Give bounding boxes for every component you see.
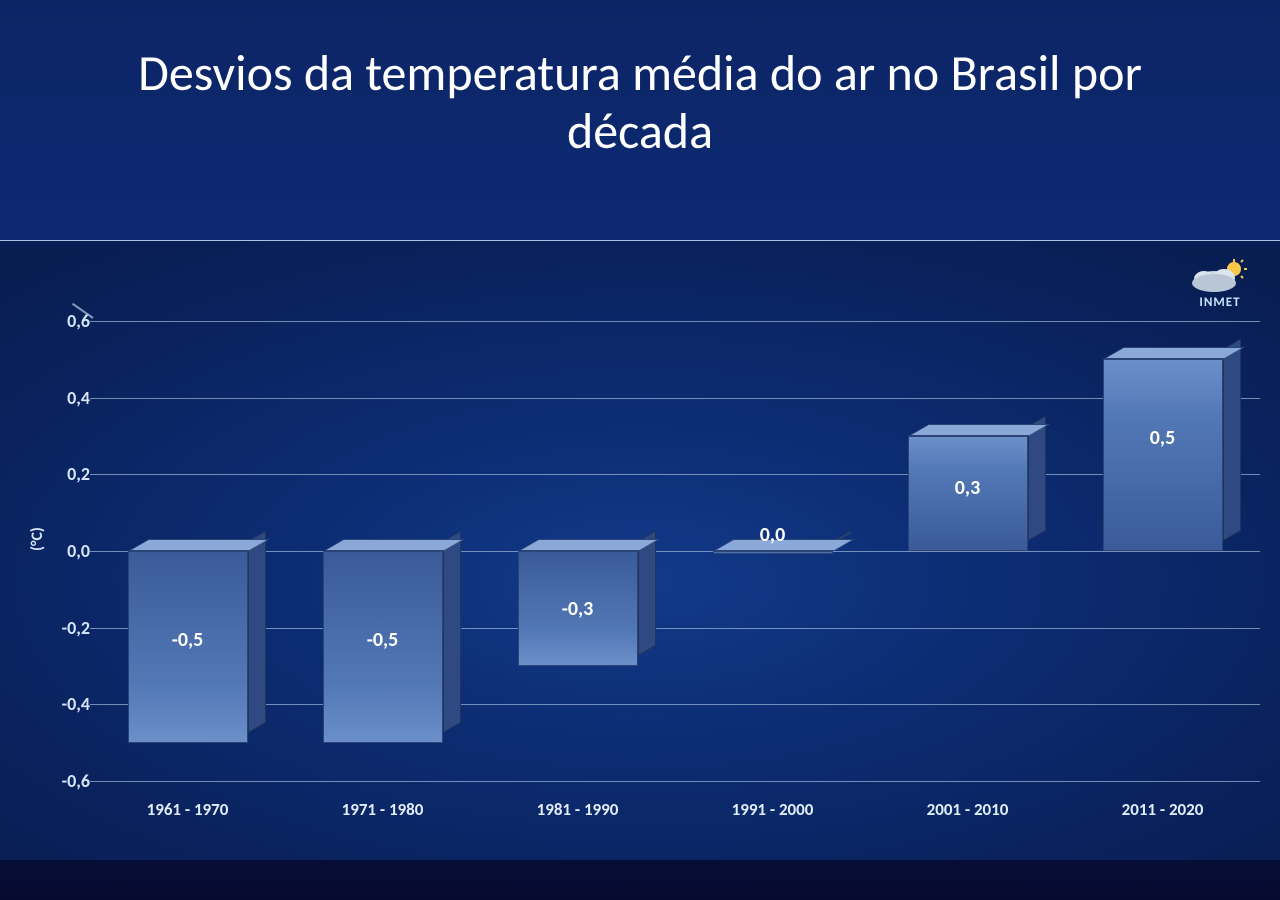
x-tick-label: 1991 - 2000 <box>732 799 814 820</box>
grid-line <box>90 781 1260 782</box>
x-tick-label: 1961 - 1970 <box>147 799 229 820</box>
y-tick-label: 0,2 <box>30 463 90 485</box>
x-tick-label: 2001 - 2010 <box>927 799 1009 820</box>
bar-top-face <box>908 424 1049 436</box>
y-tick-label: 0,4 <box>30 387 90 409</box>
bar-value-label: -0,5 <box>323 628 443 652</box>
chart-area: INMET (°C) -0,5-0,5-0,30,00,30,5 0,60,40… <box>0 240 1280 860</box>
plot-area: -0,5 -0,5 -0,3 0,0 0,3 0,5 <box>90 321 1260 781</box>
bar: -0,3 <box>518 551 638 666</box>
x-tick-label: 1971 - 1980 <box>342 799 424 820</box>
x-tick-label: 2011 - 2020 <box>1122 799 1204 820</box>
bar-value-label: -0,5 <box>128 628 248 652</box>
y-tick-label: -0,4 <box>30 693 90 715</box>
bar-top-face <box>128 539 269 551</box>
inmet-logo: INMET <box>1190 259 1250 310</box>
bar-value-label: 0,3 <box>908 476 1028 500</box>
title-area: Desvios da temperatura média do ar no Br… <box>0 0 1280 195</box>
bar-top-face <box>1103 347 1244 359</box>
bar-front <box>713 551 833 554</box>
bar-value-label: 0,0 <box>713 523 833 547</box>
y-tick-label: 0,6 <box>30 310 90 332</box>
bar-front <box>1103 359 1223 551</box>
y-tick-label: 0,0 <box>30 540 90 562</box>
bar-value-label: 0,5 <box>1103 426 1223 450</box>
grid-line <box>90 398 1260 399</box>
bar-side <box>443 530 461 732</box>
inmet-logo-text: INMET <box>1190 295 1250 310</box>
bar: 0,0 <box>713 551 833 554</box>
cloud-sun-icon <box>1190 259 1250 293</box>
y-tick-label: -0,2 <box>30 617 90 639</box>
grid-line <box>90 321 1260 322</box>
bar-top-face <box>518 539 659 551</box>
bar-side <box>1223 339 1241 541</box>
grid-line <box>90 474 1260 475</box>
bar: 0,5 <box>1103 359 1223 551</box>
y-tick-label: -0,6 <box>30 770 90 792</box>
chart-title: Desvios da temperatura média do ar no Br… <box>60 45 1220 160</box>
bar-value-label: -0,3 <box>518 597 638 621</box>
bar: 0,3 <box>908 436 1028 551</box>
bar-top-face <box>323 539 464 551</box>
bar: -0,5 <box>323 551 443 743</box>
x-tick-label: 1981 - 1990 <box>537 799 619 820</box>
bar: -0,5 <box>128 551 248 743</box>
bar-side <box>248 530 266 732</box>
